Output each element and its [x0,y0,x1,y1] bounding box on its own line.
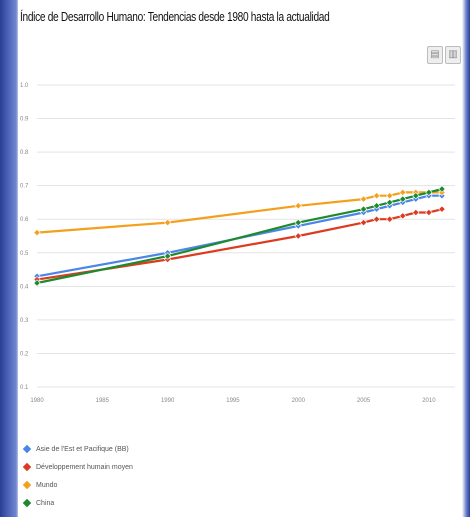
legend-item[interactable]: Développement humain moyen [18,458,218,476]
print-icon[interactable]: ▥ [445,46,461,64]
data-point [294,202,302,210]
data-point [33,229,41,237]
legend-label: Asie de l'Est et Pacifique (BB) [36,445,129,453]
series-line [36,208,443,281]
x-tick-label: 1995 [226,398,240,404]
legend-marker [22,444,32,454]
data-point [359,195,368,203]
data-point [438,205,446,213]
data-point [399,188,407,197]
y-tick-label: 0.4 [20,284,29,290]
chart-title: Índice de Desarrollo Humano: Tendencias … [20,9,330,24]
x-tick-label: 1985 [96,398,110,404]
data-point [373,202,381,210]
data-point [438,185,446,193]
data-point [373,192,381,200]
data-point [412,208,420,217]
data-point [399,212,407,220]
legend-label: China [36,499,55,507]
legend-item[interactable]: Asie de l'Est et Pacifique (BB) [18,440,218,458]
y-tick-label: 0.9 [20,117,29,123]
y-tick-label: 0.5 [20,251,29,257]
data-point [359,205,368,213]
legend-marker [22,498,32,508]
data-point [386,215,394,223]
data-point [164,218,172,227]
x-tick-label: 2005 [357,398,371,404]
data-point [386,198,394,207]
data-point [373,215,381,223]
data-point [386,192,394,200]
y-tick-label: 0.8 [20,150,29,156]
y-tick-label: 0.2 [20,351,29,357]
legend-item[interactable]: China [18,494,218,512]
save-icon[interactable]: ▤ [427,46,443,64]
y-tick-label: 0.7 [20,184,29,190]
x-tick-label: 1980 [30,398,44,404]
y-tick-label: 1.0 [20,83,29,89]
data-point [294,218,302,227]
x-tick-label: 1990 [161,398,175,404]
data-point [412,192,420,200]
data-point [425,188,433,197]
legend-label: Développement humain moyen [36,463,133,471]
data-point [399,195,407,203]
x-tick-label: 2000 [292,398,306,404]
x-tick-label: 2010 [422,398,436,404]
y-tick-label: 0.6 [20,217,29,223]
y-tick-label: 0.1 [20,385,29,391]
data-point [294,232,302,240]
legend-marker [22,480,32,490]
line-chart: 0.1 0.2 0.3 0.4 0.5 0.6 0.7 0.8 0.9 1.0 1980 1985 19… [20,83,455,404]
legend-label: Mundo [36,481,58,489]
data-point [359,218,368,227]
data-point [164,252,172,260]
chart-panel: Índice de Desarrollo Humano: Tendencias … [18,0,462,517]
data-point [33,279,41,287]
series-line [36,191,442,234]
chart-legend: Asie de l'Est et Pacifique (BB) Développe… [18,440,218,512]
series-line [36,187,443,285]
legend-item[interactable]: Mundo [18,476,218,494]
data-point [425,208,433,217]
y-tick-label: 0.3 [20,318,29,324]
legend-marker [22,462,32,472]
series-line [36,194,442,278]
chart-toolbar: ▤ ▥ [427,46,461,64]
